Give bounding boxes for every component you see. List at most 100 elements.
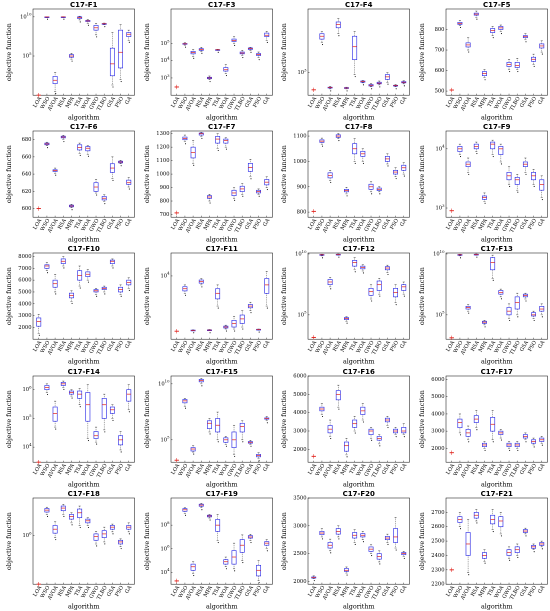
chart-panel: C17-F8 1100 1000 900 800 objective function LO… [275,122,413,244]
box-tlbo [376,434,382,446]
x-tick-label: TSA [74,340,85,353]
chart-title: C17-F21 [480,490,512,498]
outlier-point [209,433,211,435]
chart-svg: C17-F3 105 104 103 objective function LOAWSOA… [143,1,273,122]
outlier-point [96,36,98,38]
chart-svg: C17-F20 3500 3000 2500 2000 objective functio… [280,490,410,610]
outlier-point [266,189,268,191]
x-tick-label: GA [124,218,133,228]
y-axis: 3500 3000 2500 2000 [293,495,310,585]
x-axis-label: algorithm [68,358,100,366]
outlier-point [241,440,243,442]
outlier-point [330,288,332,290]
y-tick-label: 105 [160,38,170,47]
y-tick-label: 104 [160,56,170,65]
y-tick-label: 1300 [156,131,169,137]
y-axis-label: objective function [5,145,13,203]
y-tick-label: 4000 [431,411,444,417]
box-ga [263,415,269,423]
x-tick-label: MPA [340,340,351,354]
outlier-point [508,449,510,451]
box-tlbo [376,186,382,195]
x-tick-label: PSO [527,218,538,231]
outlier-point [184,407,186,409]
outlier-point [346,455,348,457]
y-tick-label: 2200 [431,581,444,587]
box-gsa [384,533,390,545]
x-tick-label: WOA [218,462,230,477]
iqr-box [36,318,42,327]
plot-frame [307,130,410,218]
box-rsa [335,133,341,142]
outlier-point [321,145,324,147]
y-tick-label: 104 [22,442,32,451]
box-rsa [198,132,204,140]
box-wso [456,144,462,158]
outlier-point [524,440,527,442]
x-tick-label: PSO [114,463,125,476]
outlier-point [55,174,57,176]
outlier-point [338,256,340,259]
outlier-point [249,178,252,180]
y-tick-label: 3500 [293,495,306,501]
box-woa [85,384,91,441]
chart-title: C17-F18 [68,490,100,498]
iqr-box [465,161,471,168]
outlier-point [524,535,527,537]
outlier-point [346,90,348,92]
box-avoa [465,158,471,176]
outlier-point [104,203,106,205]
box-wso [319,138,325,147]
box-wso [44,506,50,517]
box-pso [118,24,124,83]
x-tick-label: LOA [445,218,456,231]
x-axis-label: algorithm [343,114,375,122]
outlier-point [233,330,235,332]
iqr-box [489,141,495,150]
x-tick-label: GSA [519,218,530,231]
y-tick-label: 104 [435,144,445,153]
x-tick-label: TSA [486,585,497,598]
outlier-point [71,397,73,399]
box-avoa [52,400,58,430]
outlier-point [508,320,510,322]
x-axis-label: algorithm [205,358,237,366]
box-gsa [384,415,390,428]
box-mpa [206,417,212,435]
iqr-box [530,172,536,181]
x-tick-label: WOA [218,96,230,111]
x-tick-label: TSA [211,218,222,231]
y-tick-label: 1010 [295,249,307,258]
y-tick-label: 1200 [156,145,169,151]
box-pso [255,560,261,583]
chart-title: C17-F7 [208,123,236,131]
x-tick-label: GSA [106,340,117,353]
y-tick-label: 104 [160,567,170,576]
x-tick-label: LOA [170,340,181,353]
y-tick-label: 7000 [18,266,31,272]
outlier-point [46,393,49,395]
outlier-point [249,445,252,447]
y-tick-label: 3000 [293,428,306,434]
y-axis-label: objective function [5,23,13,81]
box-ga [263,31,269,43]
x-tick-label: MPA [65,462,76,476]
x-tick-label: LOA [445,462,456,475]
outlier-point [87,155,89,158]
chart-svg: C17-F19 108 106 104 objective function LOAWSO… [143,490,273,610]
outlier-point [79,21,81,23]
outlier-point [79,287,81,289]
chart-panel: C17-F5 800 700 600 500 objective function LOA W… [413,0,550,122]
x-tick-label: GSA [381,218,392,231]
box-gsa [109,404,115,421]
y-tick-label: 1100 [293,134,306,140]
y-tick-label: 1010 [433,249,445,258]
plot-frame [170,497,273,585]
outlier-point [209,519,211,521]
plot-frame [170,130,273,218]
box-wso [181,285,187,297]
y-axis: 1100 1000 900 800 [293,134,310,216]
outlier-point [330,552,332,554]
